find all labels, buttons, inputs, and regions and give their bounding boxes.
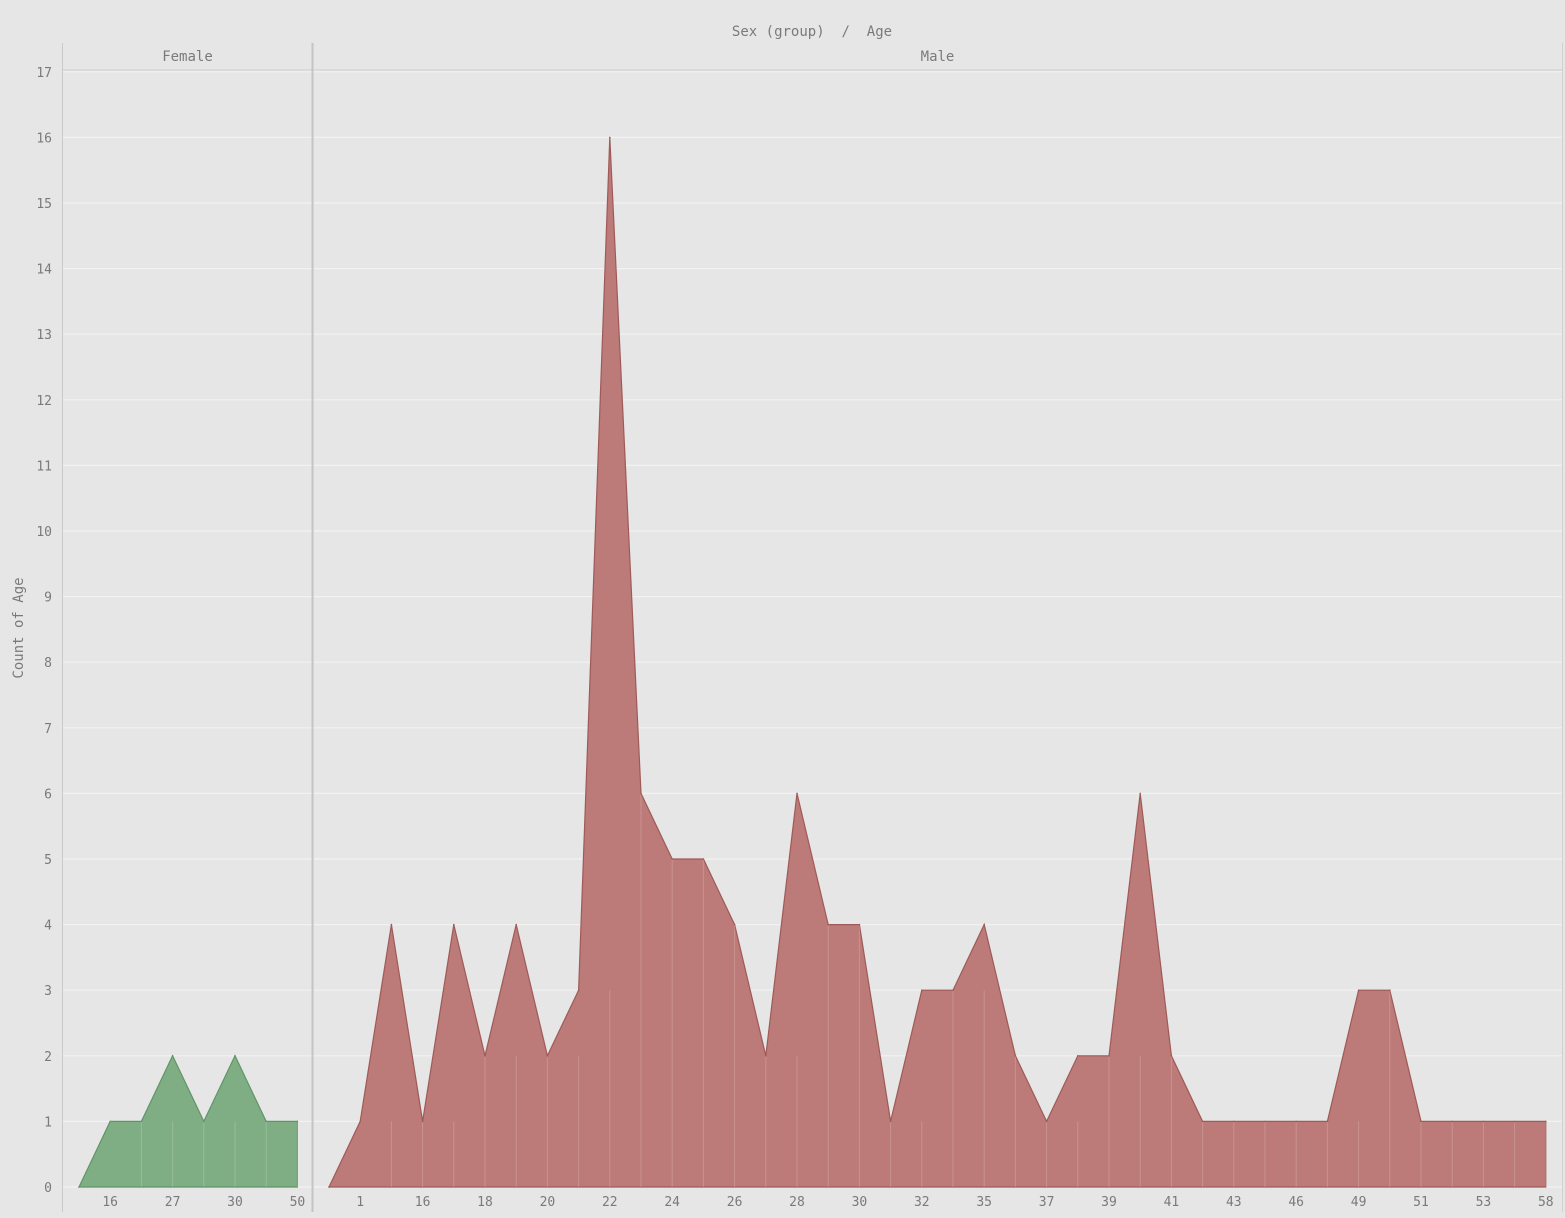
area-series-female xyxy=(78,1054,298,1188)
x-tick-label-male: 16 xyxy=(415,1195,431,1210)
x-tick-label-male: 53 xyxy=(1476,1195,1492,1210)
data-point-female-4 xyxy=(203,1120,205,1123)
data-point-male-0 xyxy=(328,1186,330,1188)
y-tick-label: 0 xyxy=(44,1181,52,1196)
y-tick-label: 11 xyxy=(36,459,52,474)
data-point-male-7 xyxy=(546,1055,549,1057)
x-tick-label-male: 51 xyxy=(1413,1195,1429,1210)
x-tick-label-male: 58 xyxy=(1538,1195,1554,1210)
y-tick-label: 6 xyxy=(44,787,52,802)
x-tick-label-female: 27 xyxy=(165,1195,181,1210)
data-point-male-14 xyxy=(765,1055,767,1057)
x-tick-label-male: 32 xyxy=(914,1195,930,1210)
chart-title: Sex (group) / Age xyxy=(732,24,892,40)
data-point-male-2 xyxy=(390,923,393,926)
x-tick-label-male: 46 xyxy=(1288,1195,1304,1210)
data-point-male-38 xyxy=(1513,1120,1516,1123)
data-point-male-24 xyxy=(1077,1055,1079,1057)
x-tick-label-male: 35 xyxy=(976,1195,992,1210)
x-tick-label-male: 24 xyxy=(664,1195,680,1210)
y-tick-label: 16 xyxy=(36,131,52,146)
data-point-male-18 xyxy=(889,1120,892,1123)
data-point-male-4 xyxy=(453,923,455,926)
data-point-female-2 xyxy=(140,1120,143,1123)
data-point-male-37 xyxy=(1482,1120,1485,1123)
data-point-female-0 xyxy=(78,1186,80,1188)
y-tick-label: 2 xyxy=(44,1050,52,1065)
x-tick-label-male: 43 xyxy=(1226,1195,1242,1210)
data-point-male-9 xyxy=(609,136,611,139)
x-tick-label-male: 49 xyxy=(1351,1195,1367,1210)
y-tick-label: 7 xyxy=(44,722,52,737)
data-point-female-5 xyxy=(234,1055,236,1057)
data-point-male-30 xyxy=(1264,1120,1266,1123)
data-point-female-6 xyxy=(265,1120,268,1123)
y-tick-label: 12 xyxy=(36,394,52,409)
x-tick-label-male: 39 xyxy=(1101,1195,1117,1210)
x-tick-label-male: 22 xyxy=(602,1195,618,1210)
data-point-male-29 xyxy=(1233,1120,1235,1123)
data-point-male-27 xyxy=(1170,1055,1173,1057)
data-point-male-39 xyxy=(1545,1120,1547,1123)
data-point-male-35 xyxy=(1420,1120,1422,1123)
x-tick-label-female: 50 xyxy=(290,1195,306,1210)
data-point-male-1 xyxy=(359,1120,362,1123)
x-tick-label-male: 26 xyxy=(727,1195,743,1210)
y-tick-label: 17 xyxy=(36,66,52,81)
y-tick-label: 8 xyxy=(44,656,52,671)
data-point-male-36 xyxy=(1451,1120,1453,1123)
data-point-male-6 xyxy=(515,923,517,926)
y-tick-label: 1 xyxy=(44,1115,52,1130)
data-point-male-10 xyxy=(640,792,642,795)
panel-header-male: Male xyxy=(921,49,955,65)
y-axis-label: Count of Age xyxy=(11,577,27,678)
data-point-male-19 xyxy=(921,989,923,991)
data-point-male-25 xyxy=(1108,1055,1110,1057)
data-point-male-13 xyxy=(733,923,736,926)
data-point-male-23 xyxy=(1045,1120,1048,1123)
data-point-male-34 xyxy=(1389,989,1391,991)
x-tick-label-male: 20 xyxy=(540,1195,556,1210)
x-tick-label-female: 30 xyxy=(227,1195,243,1210)
data-point-female-3 xyxy=(171,1055,174,1057)
data-point-male-5 xyxy=(484,1055,486,1057)
x-tick-label-male: 37 xyxy=(1039,1195,1055,1210)
data-point-male-28 xyxy=(1201,1120,1204,1123)
data-point-male-12 xyxy=(702,858,705,860)
data-point-male-17 xyxy=(858,923,861,926)
data-point-male-20 xyxy=(952,989,954,991)
y-tick-label: 5 xyxy=(44,853,52,868)
y-tick-label: 14 xyxy=(36,263,52,278)
y-tick-label: 13 xyxy=(36,328,52,343)
data-point-male-21 xyxy=(983,923,985,926)
y-tick-label: 15 xyxy=(36,197,52,212)
data-point-male-22 xyxy=(1014,1055,1017,1057)
x-tick-label-male: 1 xyxy=(356,1195,364,1210)
data-point-male-3 xyxy=(421,1120,424,1123)
x-tick-label-male: 30 xyxy=(852,1195,868,1210)
area-series-male xyxy=(328,137,1547,1188)
data-point-male-15 xyxy=(796,792,798,795)
y-tick-label: 10 xyxy=(36,525,52,540)
x-tick-label-male: 28 xyxy=(789,1195,805,1210)
y-tick-label: 9 xyxy=(44,591,52,606)
data-point-male-11 xyxy=(671,858,673,860)
data-point-male-16 xyxy=(827,923,829,926)
x-tick-label-male: 41 xyxy=(1164,1195,1180,1210)
data-point-male-33 xyxy=(1357,989,1360,991)
data-point-female-7 xyxy=(296,1120,299,1123)
data-point-male-26 xyxy=(1139,792,1141,795)
data-point-female-1 xyxy=(109,1120,111,1123)
data-point-male-32 xyxy=(1326,1120,1329,1123)
data-point-male-31 xyxy=(1295,1120,1297,1123)
data-point-male-8 xyxy=(577,989,580,991)
x-tick-label-female: 16 xyxy=(102,1195,118,1210)
panel-header-female: Female xyxy=(162,49,213,65)
y-tick-label: 3 xyxy=(44,984,52,999)
y-tick-label: 4 xyxy=(44,919,52,934)
x-tick-label-male: 18 xyxy=(477,1195,493,1210)
